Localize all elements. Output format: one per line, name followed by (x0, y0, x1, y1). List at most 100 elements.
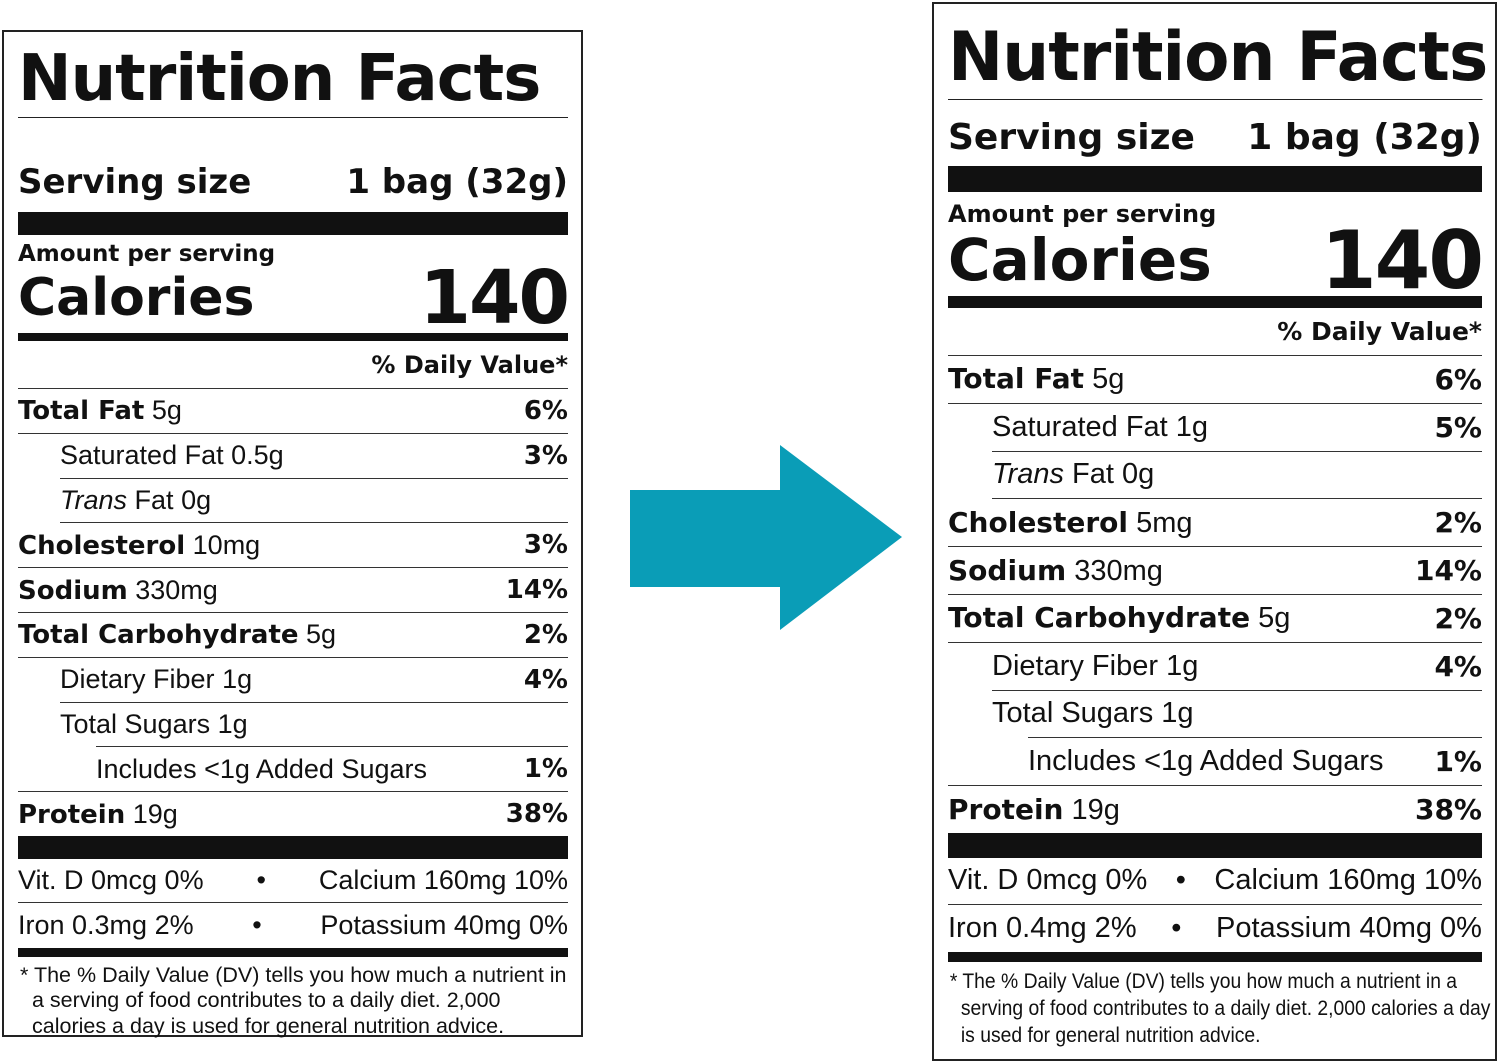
nutrient-amount: 5g (1092, 363, 1125, 396)
nutrient-divider (1028, 737, 1482, 739)
bullet: • (252, 910, 262, 941)
nutrient-row: Trans Fat 0g (948, 452, 1482, 499)
nutrient-row: Total Carbohydrate 5g 2% (948, 595, 1482, 642)
nutrient-amount: 0g (181, 484, 212, 515)
nutrient-name: Saturated Fat (60, 440, 224, 471)
nutrient-name-italic: Trans (60, 484, 128, 515)
nutrient-divider (18, 656, 568, 658)
nutrient-row: Dietary Fiber 1g 4% (948, 643, 1482, 690)
daily-value-header-text: % Daily Value* (371, 350, 568, 379)
nutrient-amount: 19g (1071, 793, 1120, 826)
nutrient-amount: 10mg (192, 529, 261, 560)
vitamin-left: Vit. D 0mcg 0% (948, 864, 1148, 897)
calories-row: Calories 140 (18, 255, 570, 341)
nutrient-row: Total Fat 5g 6% (948, 356, 1482, 403)
nutrient-name-cell: Trans Fat 0g (948, 458, 1154, 491)
nutrition-label-updated: Nutrition Facts Serving size 1 bag (32g) Am… (932, 2, 1497, 1061)
footnote: * The % Daily Value (DV) tells you how m… (949, 969, 1491, 1047)
nutrient-name: Total Carbohydrate (948, 601, 1251, 635)
nutrient-divider (948, 546, 1482, 548)
nutrient-divider (992, 450, 1482, 452)
nutrient-row-wrap: Sodium 330mg 14% (18, 568, 568, 613)
nutrient-name: Protein (948, 792, 1064, 826)
nutrient-divider (18, 567, 568, 569)
nutrient-amount: 0.5g (231, 440, 284, 471)
thick-divider (18, 212, 568, 235)
nutrient-name-cell: Sodium 330mg (948, 554, 1163, 588)
vitamin-left: Iron 0.4mg 2% (948, 911, 1137, 944)
nutrient-divider (18, 432, 568, 434)
nutrient-amount: 1g (217, 708, 248, 739)
spacer (948, 100, 1482, 112)
vitamin-row: Vit. D 0mcg 0% • Calcium 160mg 10% (948, 858, 1482, 905)
nutrient-name: Saturated Fat (992, 410, 1168, 443)
nutrient-amount: 1g (222, 664, 253, 695)
nutrient-row-wrap: Sodium 330mg 14% (948, 547, 1482, 595)
nutrient-divider (60, 477, 568, 479)
nutrient-name: Fat (1072, 458, 1114, 491)
nutrient-dv: 6% (523, 395, 568, 426)
nutrient-name-cell: Saturated Fat 0.5g (18, 440, 284, 471)
nutrient-amount: 5g (306, 619, 337, 650)
nutrient-name-cell: Total Carbohydrate 5g (948, 601, 1290, 635)
vitamin-right: Calcium 160mg 10% (318, 865, 568, 896)
nutrient-name: Dietary Fiber (60, 664, 215, 695)
amount-per-serving: Amount per serving (18, 241, 276, 267)
nutrient-name-cell: Protein 19g (948, 793, 1120, 827)
nutrient-amount: 5g (1258, 602, 1291, 635)
nutrient-row: Dietary Fiber 1g 4% (18, 658, 568, 702)
nutrient-dv: 2% (1434, 601, 1482, 635)
daily-value-header: % Daily Value* (18, 341, 568, 389)
nutrient-dv: 14% (505, 575, 568, 606)
nutrient-divider (60, 701, 568, 703)
nutrient-row: Trans Fat 0g (18, 479, 568, 523)
nutrient-name: Sodium (18, 575, 128, 606)
nutrient-divider (992, 498, 1482, 500)
nutrient-name-cell: Cholesterol 5mg (948, 506, 1192, 540)
serving-size-value: 1 bag (32g) (346, 162, 568, 202)
nutrient-row-wrap: Total Carbohydrate 5g 2% (948, 595, 1482, 643)
nutrient-dv: 1% (1434, 745, 1482, 779)
nutrient-divider (18, 791, 568, 793)
nutrient-name-cell: Total Carbohydrate 5g (18, 619, 336, 650)
nutrient-name: Total Fat (948, 362, 1085, 396)
arrow-shape (630, 445, 902, 630)
calories-label: Calories (948, 226, 1212, 294)
nutrient-name: Dietary Fiber (992, 649, 1158, 682)
nutrient-divider (18, 611, 568, 613)
nutrient-name-cell: Dietary Fiber 1g (948, 650, 1198, 683)
nutrient-name: Total Carbohydrate (18, 620, 299, 651)
medium-divider (18, 333, 568, 341)
nutrient-amount: 19g (132, 798, 178, 829)
nutrient-name: Cholesterol (948, 505, 1128, 539)
nutrient-row: Total Sugars 1g (18, 703, 568, 747)
vitamin-right: Potassium 40mg 0% (320, 910, 568, 941)
nutrient-name-cell: Saturated Fat 1g (948, 411, 1208, 444)
vitamin-row: Vit. D 0mcg 0% • Calcium 160mg 10% (18, 859, 568, 904)
nutrient-dv: 3% (523, 530, 568, 561)
nutrient-name: Total Sugars (992, 697, 1154, 730)
nutrient-row: Includes <1g Added Sugars 1% (948, 738, 1482, 785)
nutrient-row: Saturated Fat 1g 5% (948, 404, 1482, 451)
daily-value-header: % Daily Value* (948, 308, 1482, 356)
nutrient-name-cell: Trans Fat 0g (18, 485, 211, 516)
label-content: Nutrition Facts Serving size 1 bag (32g) Am… (948, 16, 1490, 1049)
nutrient-name: Total Fat (18, 396, 145, 427)
nutrient-name: Cholesterol (18, 530, 186, 561)
nutrient-row-wrap: Total Fat 5g 6% (948, 356, 1482, 404)
nutrient-row: Includes <1g Added Sugars 1% (18, 747, 568, 791)
thin-bar (18, 947, 568, 957)
calories-row: Calories 140 (948, 214, 1484, 307)
nutrient-name-cell: Total Sugars 1g (18, 709, 248, 740)
nutrient-dv: 14% (1414, 554, 1482, 588)
nutrient-row-wrap: Cholesterol 10mg 3% (18, 523, 568, 569)
nutrient-name-cell: Includes <1g Added Sugars (948, 745, 1384, 778)
nutrient-name-cell: Sodium 330mg (18, 575, 218, 606)
vitamin-left: Vit. D 0mcg 0% (18, 865, 204, 896)
nutrient-row-wrap: Cholesterol 5mg 2% (948, 499, 1482, 548)
nutrient-amount: 5g (151, 395, 182, 426)
serving-size-row: Serving size 1 bag (32g) (948, 112, 1482, 162)
nutrient-divider (948, 593, 1482, 595)
serving-size-value: 1 bag (32g) (1247, 116, 1482, 158)
nutrient-row: Saturated Fat 0.5g 3% (18, 434, 568, 478)
